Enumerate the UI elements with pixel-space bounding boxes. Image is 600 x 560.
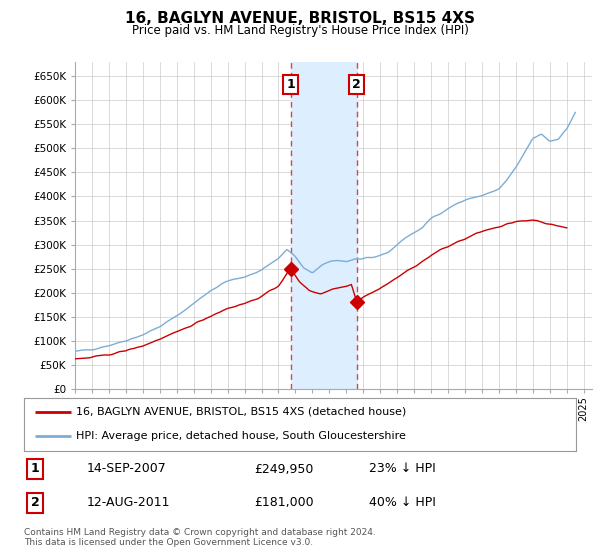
Text: 14-SEP-2007: 14-SEP-2007 (87, 463, 167, 475)
Text: 23% ↓ HPI: 23% ↓ HPI (369, 463, 436, 475)
Text: 2: 2 (352, 78, 361, 91)
Text: 16, BAGLYN AVENUE, BRISTOL, BS15 4XS (detached house): 16, BAGLYN AVENUE, BRISTOL, BS15 4XS (de… (76, 407, 407, 417)
Text: 2: 2 (31, 496, 40, 509)
Text: £181,000: £181,000 (254, 496, 314, 509)
Text: 1: 1 (286, 78, 295, 91)
Text: Price paid vs. HM Land Registry's House Price Index (HPI): Price paid vs. HM Land Registry's House … (131, 24, 469, 36)
Text: Contains HM Land Registry data © Crown copyright and database right 2024.
This d: Contains HM Land Registry data © Crown c… (24, 528, 376, 547)
Text: 1: 1 (31, 463, 40, 475)
Bar (290, 62, 357, 389)
Text: 40% ↓ HPI: 40% ↓ HPI (369, 496, 436, 509)
Text: 12-AUG-2011: 12-AUG-2011 (87, 496, 170, 509)
Text: 16, BAGLYN AVENUE, BRISTOL, BS15 4XS: 16, BAGLYN AVENUE, BRISTOL, BS15 4XS (125, 11, 475, 26)
Text: HPI: Average price, detached house, South Gloucestershire: HPI: Average price, detached house, Sout… (76, 431, 406, 441)
Text: £249,950: £249,950 (254, 463, 313, 475)
